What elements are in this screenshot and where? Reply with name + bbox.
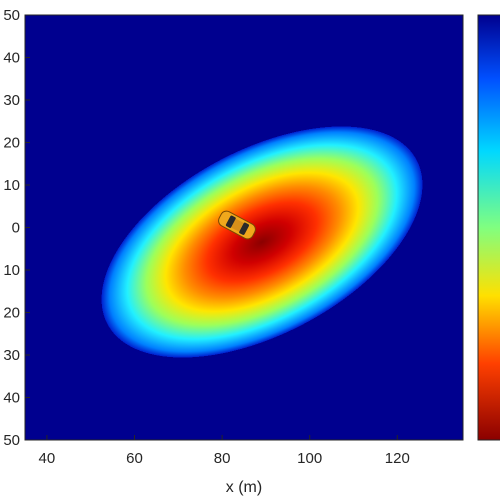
y-tick-label: 30: [3, 347, 20, 364]
x-tick-label: 60: [126, 450, 143, 467]
y-tick-label: 40: [3, 390, 20, 407]
y-tick-label: 30: [3, 92, 20, 109]
colorbar: [477, 14, 500, 441]
y-tick-label: 40: [3, 50, 20, 67]
colorbar-gradient: [477, 14, 500, 441]
x-tick-label: 40: [39, 450, 56, 467]
x-axis-label: x (m): [226, 479, 262, 496]
y-tick-label: 50: [3, 7, 20, 24]
car-icon: [218, 210, 256, 240]
y-axis-ticks: 50 40 30 20 10 0 10 20 30 40 50: [3, 7, 30, 449]
x-tick-label: 120: [385, 450, 410, 467]
y-tick-label: 10: [3, 262, 20, 279]
y-tick-label: 20: [3, 305, 20, 322]
x-tick-label: 80: [214, 450, 231, 467]
x-tick-label: 100: [297, 450, 322, 467]
x-axis-ticks: 40 60 80 100 120: [39, 435, 410, 467]
y-tick-label: 0: [12, 220, 20, 237]
y-tick-label: 50: [3, 432, 20, 449]
y-tick-label: 20: [3, 135, 20, 152]
y-tick-label: 10: [3, 177, 20, 194]
